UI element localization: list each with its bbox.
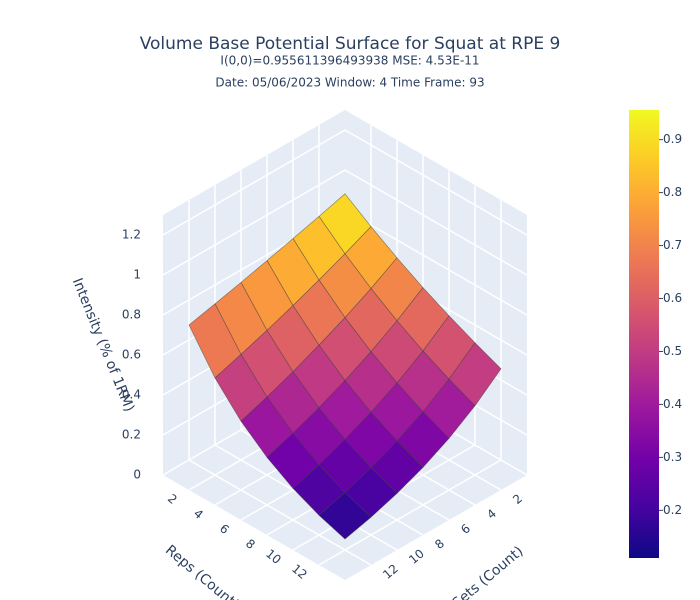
z-axis-title: Intensity (% of 1RM) xyxy=(69,276,137,414)
colorbar-tick-label: 0.4 xyxy=(663,397,682,411)
x-tick-label: 4 xyxy=(191,506,206,522)
grid-line xyxy=(344,169,528,276)
y-axis-title: Sets (Count) xyxy=(449,543,526,600)
y-tick-label: 8 xyxy=(432,536,447,552)
x-tick-label: 10 xyxy=(263,546,284,567)
y-tick-label: 6 xyxy=(458,521,473,537)
subtitle: I(0,0)=0.955611396493938 MSE: 4.53E-11 xyxy=(220,54,479,68)
y-tick-label: 10 xyxy=(406,546,427,567)
surface-patch xyxy=(318,491,372,540)
colorbar-tick-label: 0.6 xyxy=(663,291,682,305)
x-tick-label: 2 xyxy=(165,491,180,507)
grid-line xyxy=(162,169,346,276)
colorbar-tick-label: 0.7 xyxy=(663,238,682,252)
subtitle: Date: 05/06/2023 Window: 4 Time Frame: 9… xyxy=(215,76,484,90)
colorbar-tick-label: 0.8 xyxy=(663,185,682,199)
surface xyxy=(188,193,502,540)
grid-line xyxy=(344,129,528,236)
z-tick-label: 1.2 xyxy=(122,228,141,242)
grid-line xyxy=(344,209,528,316)
colorbar xyxy=(629,110,659,558)
grid-line xyxy=(162,129,346,236)
y-tick-label: 12 xyxy=(380,561,401,582)
grid-line xyxy=(188,459,372,566)
x-axis-title: Reps (Count) xyxy=(162,542,242,600)
colorbar-tick-label: 0.9 xyxy=(663,132,682,146)
x-tick-label: 6 xyxy=(217,521,232,537)
y-tick-label: 2 xyxy=(510,491,525,507)
y-tick-label: 4 xyxy=(484,506,499,522)
grid-line xyxy=(318,459,502,566)
z-tick-label: 0.2 xyxy=(122,428,141,442)
z-tick-label: 1 xyxy=(133,268,141,282)
x-tick-label: 8 xyxy=(243,536,258,552)
z-tick-label: 0.8 xyxy=(122,308,141,322)
chart-title: Volume Base Potential Surface for Squat … xyxy=(140,34,561,54)
x-tick-label: 12 xyxy=(289,561,310,582)
z-tick-label: 0 xyxy=(133,468,141,482)
z-tick-label: 0.6 xyxy=(122,348,141,362)
z-tick-label: 0.4 xyxy=(122,388,141,402)
colorbar-tick-label: 0.3 xyxy=(663,450,682,464)
colorbar-tick-label: 0.2 xyxy=(663,503,682,517)
colorbar-tick-label: 0.5 xyxy=(663,344,682,358)
